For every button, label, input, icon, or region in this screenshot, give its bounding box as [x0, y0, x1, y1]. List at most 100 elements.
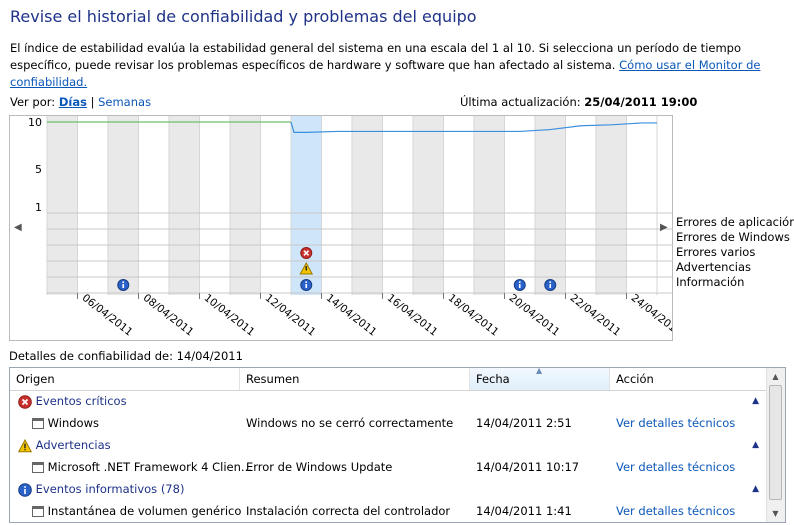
view-by-bar: Ver por: Días | Semanas [10, 95, 151, 109]
group-informational-events[interactable]: Eventos informativos (78) ▲ [10, 478, 767, 500]
day-column [535, 116, 566, 295]
table-row[interactable]: Windows Windows no se cerró correctament… [10, 412, 767, 434]
group-warnings[interactable]: Advertencias ▲ [10, 434, 767, 456]
info-marker [300, 279, 313, 291]
day-column [169, 116, 200, 295]
origin-cell: Instantánea de volumen genérico [32, 500, 241, 522]
intro-paragraph: El índice de estabilidad evalúa la estab… [10, 40, 785, 91]
group-label: Eventos informativos (78) [35, 482, 185, 496]
view-by-weeks-link[interactable]: Semanas [98, 95, 152, 109]
y-tick-label: 10 [28, 116, 42, 129]
summary-cell: Error de Windows Update [246, 460, 393, 474]
view-by-separator: | [90, 95, 95, 109]
date-label: 16/04/2011 [385, 292, 440, 339]
day-column [596, 116, 627, 295]
row-label-information: Información [676, 275, 745, 289]
scroll-up-arrow[interactable]: ▲ [772, 372, 779, 381]
group-critical-events[interactable]: Eventos críticos ▲ [10, 390, 767, 412]
collapse-icon[interactable]: ▲ [752, 396, 759, 406]
date-label: 18/04/2011 [446, 292, 501, 339]
last-update: Última actualización: 25/04/2011 19:00 [460, 95, 697, 109]
y-tick-label: 5 [35, 163, 42, 176]
day-column [504, 116, 535, 295]
scroll-left-arrow[interactable]: ◀ [14, 222, 22, 233]
vertical-scrollbar[interactable]: ▲ ▼ [766, 368, 785, 522]
origin-text: Windows [47, 416, 99, 430]
scroll-down-arrow[interactable]: ▼ [772, 509, 779, 518]
details-table: Origen Resumen Fecha ▲ Acción Eventos cr… [9, 367, 786, 523]
date-label: 12/04/2011 [263, 292, 318, 339]
table-header: Origen Resumen Fecha ▲ Acción [10, 368, 767, 391]
info-icon [18, 482, 32, 497]
group-critical-label-wrap: Eventos críticos [18, 390, 127, 412]
details-caption: Detalles de confiabilidad de: 14/04/2011 [9, 349, 243, 363]
application-icon [32, 418, 44, 429]
application-icon [32, 462, 44, 473]
date-label: 06/04/2011 [80, 292, 135, 339]
y-tick-label: 1 [35, 201, 42, 214]
info-marker [544, 279, 557, 291]
day-column [230, 116, 261, 295]
row-label-app-errors: Errores de aplicación [676, 215, 794, 229]
day-column [626, 116, 657, 295]
stability-line [290, 121, 657, 133]
summary-cell: Windows no se cerró correctamente [246, 416, 454, 430]
reliability-chart[interactable]: 10 5 1 06/04/2011 08/04/2011 10/04/2011 12/04/… [9, 115, 673, 341]
collapse-icon[interactable]: ▲ [752, 484, 759, 494]
technical-details-link[interactable]: Ver detalles técnicos [616, 504, 736, 518]
day-column [47, 116, 78, 295]
column-header-date[interactable]: Fecha ▲ [470, 368, 610, 390]
date-label: 22/04/2011 [568, 292, 623, 339]
view-by-label: Ver por: [10, 95, 56, 109]
origin-text: Instantánea de volumen genérico [47, 504, 242, 518]
date-label: 24/04/2011 [629, 292, 672, 339]
day-column [474, 116, 505, 295]
date-label: 10/04/2011 [202, 292, 257, 339]
technical-details-link[interactable]: Ver detalles técnicos [616, 460, 736, 474]
column-header-action[interactable]: Acción [616, 372, 654, 386]
day-column [565, 116, 596, 295]
last-update-label: Última actualización: [460, 95, 581, 109]
day-column [138, 116, 169, 295]
date-label: 14/04/2011 [324, 292, 379, 339]
scrollbar-thumb[interactable] [769, 385, 782, 500]
column-header-origin[interactable]: Origen [10, 368, 240, 390]
row-label-misc-errors: Errores varios [676, 245, 756, 259]
error-marker [300, 247, 313, 259]
application-icon [32, 506, 44, 517]
day-column [352, 116, 383, 295]
page-title: Revise el historial de confiabilidad y p… [10, 7, 477, 26]
row-label-windows-errors: Errores de Windows [676, 230, 790, 244]
collapse-icon[interactable]: ▲ [752, 440, 759, 450]
group-warnings-label-wrap: Advertencias [18, 434, 111, 456]
day-column [413, 116, 444, 295]
day-column [199, 116, 230, 295]
info-marker [117, 279, 130, 291]
summary-cell: Instalación correcta del controlador [246, 504, 451, 518]
scroll-right-arrow[interactable]: ▶ [660, 222, 668, 233]
date-cell: 14/04/2011 2:51 [476, 416, 572, 430]
error-icon [18, 394, 32, 409]
group-label: Advertencias [35, 438, 111, 452]
table-row[interactable]: Microsoft .NET Framework 4 Clien... Erro… [10, 456, 767, 478]
row-label-warnings: Advertencias [676, 260, 752, 274]
table-row[interactable]: Instantánea de volumen genérico Instalac… [10, 500, 767, 522]
day-column [77, 116, 108, 295]
column-header-date-label: Fecha [476, 372, 510, 386]
reliability-chart-svg: 10 5 1 06/04/2011 08/04/2011 10/04/2011 12/04/… [28, 116, 672, 339]
warning-icon [18, 438, 32, 452]
day-column [108, 116, 139, 295]
last-update-value: 25/04/2011 19:00 [584, 95, 698, 109]
technical-details-link[interactable]: Ver detalles técnicos [616, 416, 736, 430]
help-link[interactable]: Cómo usar el Monitor de confiabilidad. [10, 58, 761, 89]
sort-ascending-icon: ▲ [536, 367, 543, 375]
intro-text: El índice de estabilidad evalúa la estab… [10, 41, 742, 72]
group-label: Eventos críticos [35, 394, 127, 408]
day-column [382, 116, 413, 295]
column-header-summary[interactable]: Resumen [240, 368, 470, 390]
date-cell: 14/04/2011 1:41 [476, 504, 572, 518]
date-label: 20/04/2011 [507, 292, 562, 339]
origin-cell: Microsoft .NET Framework 4 Clien... [32, 456, 252, 478]
view-by-days-link[interactable]: Días [58, 95, 87, 109]
date-label: 08/04/2011 [141, 292, 196, 339]
